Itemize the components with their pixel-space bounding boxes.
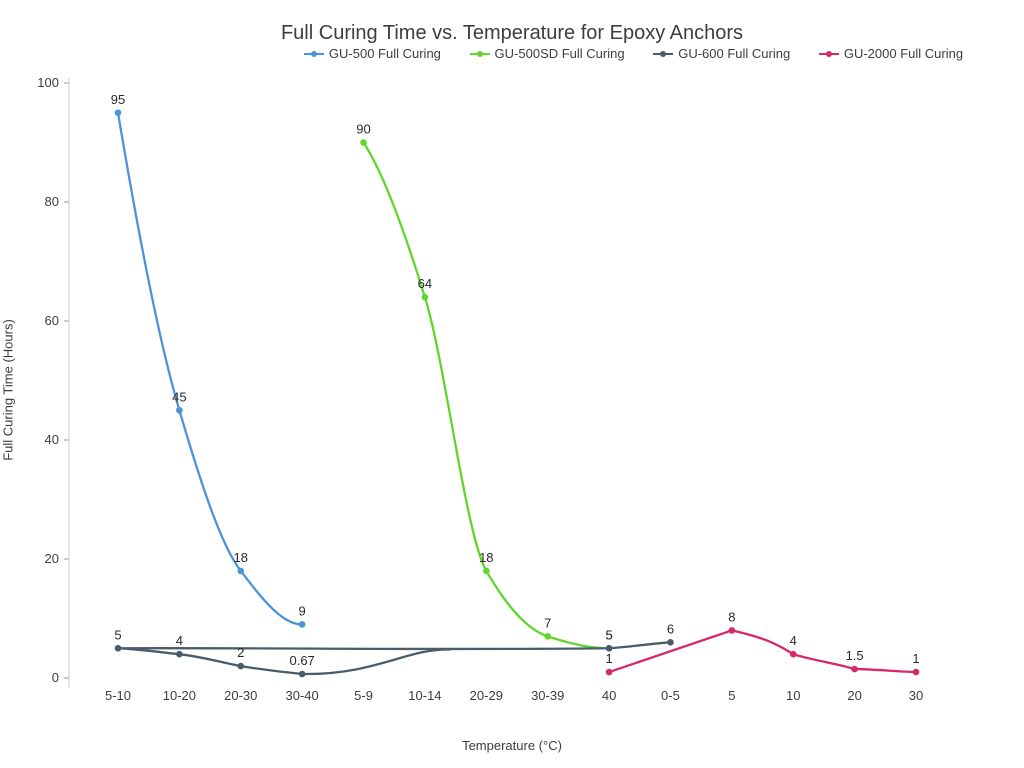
svg-text:95: 95 — [111, 92, 125, 107]
svg-text:45: 45 — [172, 389, 186, 404]
svg-text:80: 80 — [45, 194, 59, 209]
svg-text:18: 18 — [479, 550, 493, 565]
svg-text:10-20: 10-20 — [163, 688, 196, 703]
svg-text:60: 60 — [45, 313, 59, 328]
svg-text:18: 18 — [234, 550, 248, 565]
svg-text:30: 30 — [909, 688, 923, 703]
svg-text:5: 5 — [605, 627, 612, 642]
svg-text:20: 20 — [847, 688, 861, 703]
svg-text:5-10: 5-10 — [105, 688, 131, 703]
svg-text:5-9: 5-9 — [354, 688, 373, 703]
svg-text:9: 9 — [299, 603, 306, 618]
svg-text:4: 4 — [790, 633, 797, 648]
svg-text:7: 7 — [544, 615, 551, 630]
svg-text:10-14: 10-14 — [408, 688, 441, 703]
svg-text:1: 1 — [912, 651, 919, 666]
svg-text:8: 8 — [728, 609, 735, 624]
svg-text:0.67: 0.67 — [289, 653, 314, 668]
svg-text:5: 5 — [114, 627, 121, 642]
svg-text:90: 90 — [356, 122, 370, 137]
svg-text:20: 20 — [45, 551, 59, 566]
svg-text:20-30: 20-30 — [224, 688, 257, 703]
svg-text:5: 5 — [728, 688, 735, 703]
svg-text:6: 6 — [667, 621, 674, 636]
svg-text:4: 4 — [176, 633, 183, 648]
svg-text:40: 40 — [602, 688, 616, 703]
svg-text:2: 2 — [237, 645, 244, 660]
svg-text:0: 0 — [52, 670, 59, 685]
svg-text:30-40: 30-40 — [286, 688, 319, 703]
svg-text:0-5: 0-5 — [661, 688, 680, 703]
svg-text:1: 1 — [605, 651, 612, 666]
svg-text:10: 10 — [786, 688, 800, 703]
svg-text:30-39: 30-39 — [531, 688, 564, 703]
svg-text:1.5: 1.5 — [846, 648, 864, 663]
svg-text:20-29: 20-29 — [470, 688, 503, 703]
svg-text:40: 40 — [45, 432, 59, 447]
svg-text:100: 100 — [37, 75, 59, 90]
svg-text:64: 64 — [418, 276, 432, 291]
